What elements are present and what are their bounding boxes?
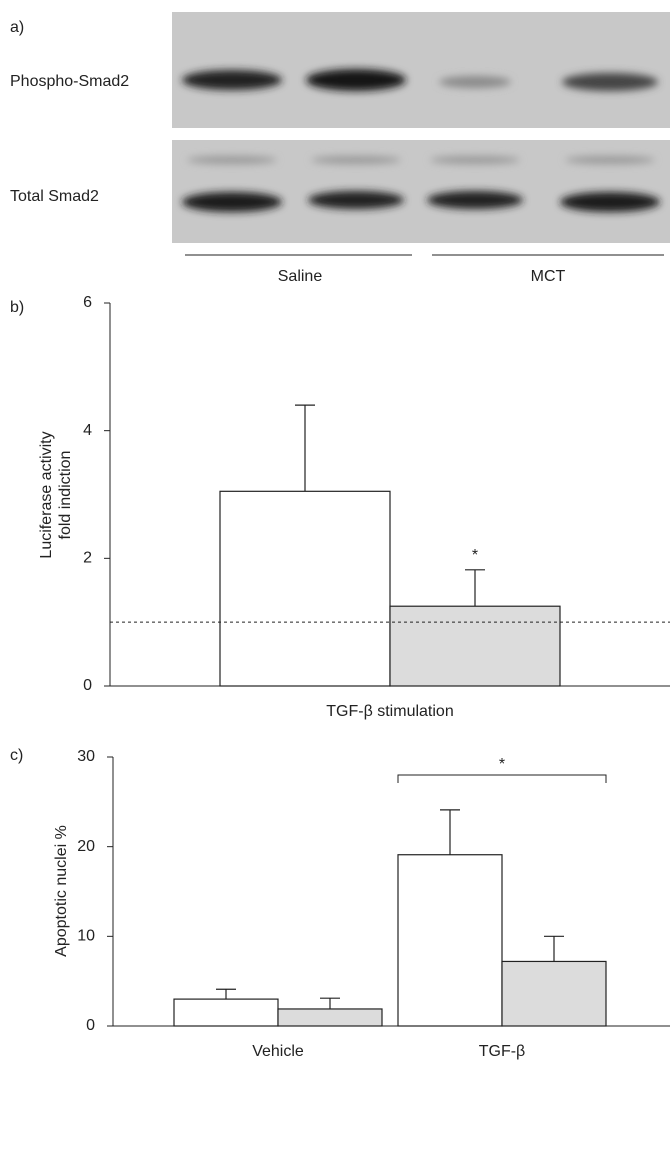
bar: [502, 961, 606, 1026]
y-tick-label: 0: [86, 1017, 95, 1034]
y-axis-label: Apoptotic nuclei %: [53, 825, 70, 957]
bar: [278, 1009, 382, 1026]
x-tick-label: TGF-β: [479, 1043, 526, 1060]
y-tick-label: 10: [77, 928, 95, 945]
y-tick-label: 4: [83, 422, 92, 439]
band: [311, 156, 401, 164]
panel-label: a): [10, 19, 24, 36]
y-tick-label: 0: [83, 677, 92, 694]
x-tick-label: Vehicle: [252, 1043, 304, 1060]
band: [562, 73, 658, 91]
bar: [174, 999, 278, 1026]
x-tick-label: TGF-β stimulation: [326, 703, 453, 720]
band: [308, 191, 404, 209]
y-axis-label: fold indiction: [57, 451, 74, 540]
band: [560, 192, 660, 212]
row-label: Total Smad2: [10, 188, 99, 205]
panel-label: c): [10, 747, 23, 764]
y-tick-label: 2: [83, 550, 92, 567]
y-tick-label: 6: [83, 294, 92, 311]
bar: [220, 491, 390, 686]
figure: a) Phospho-Smad2 Total Smad2 Saline MCT …: [0, 0, 670, 1170]
significance-star: *: [472, 547, 478, 564]
band: [182, 192, 282, 212]
western-blot: a) Phospho-Smad2 Total Smad2 Saline MCT: [10, 12, 670, 285]
group-label: MCT: [531, 268, 566, 285]
row-label: Phospho-Smad2: [10, 73, 129, 90]
band: [427, 191, 523, 209]
y-tick-label: 30: [77, 748, 95, 765]
bar: [398, 855, 502, 1026]
y-axis-label: Luciferase activity: [38, 431, 55, 558]
bar: [390, 606, 560, 686]
blot-panel: [172, 12, 670, 128]
significance-bracket: [398, 775, 606, 783]
band: [565, 156, 655, 164]
panel-label: b): [10, 299, 24, 316]
y-tick-label: 20: [77, 838, 95, 855]
group-label: Saline: [278, 268, 323, 285]
band: [439, 76, 511, 88]
band: [306, 69, 406, 91]
blot-panel: [172, 140, 670, 243]
band: [182, 70, 282, 90]
band: [187, 156, 277, 164]
band: [430, 156, 520, 164]
significance-star: *: [499, 756, 505, 773]
